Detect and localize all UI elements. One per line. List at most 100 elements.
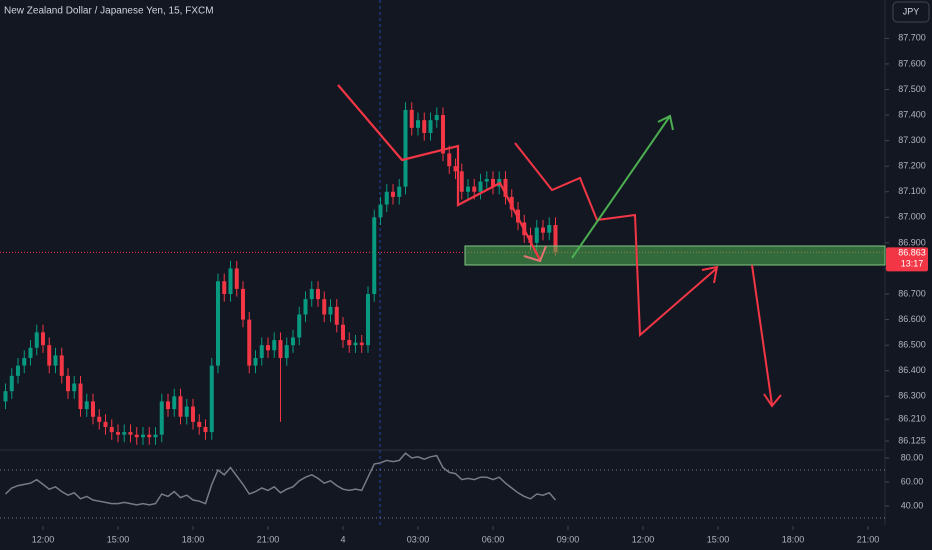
candle-body (359, 342, 364, 346)
countdown: 13:17 (901, 259, 924, 269)
candle-body (28, 347, 33, 358)
candle-body (159, 401, 164, 435)
candle-body (478, 181, 483, 192)
candle-body (116, 432, 120, 435)
currency-label[interactable]: JPY (903, 6, 920, 16)
candle-body (91, 401, 95, 417)
candle-body (241, 288, 245, 320)
x-tick-label: 15:00 (707, 534, 730, 544)
candle-body (259, 345, 264, 358)
candle-body (234, 268, 239, 289)
candle-body (53, 355, 58, 366)
candle-body (491, 178, 495, 187)
candle-body (216, 281, 220, 366)
candle-body (128, 432, 133, 435)
candle-body (547, 225, 552, 233)
candle-body (391, 191, 395, 197)
y-tick-label: 87.300 (898, 135, 926, 145)
y-tick-label: 87.000 (898, 212, 926, 222)
y-tick-label: 86.300 (898, 391, 926, 401)
last-price-box (886, 247, 928, 272)
candle-body (316, 288, 320, 300)
candle-body (472, 186, 477, 192)
candle-body (409, 109, 414, 128)
candle-body (59, 355, 64, 376)
candle-body (172, 396, 177, 410)
candle-body (47, 345, 52, 366)
candle-body (528, 235, 533, 243)
indicator-line (4, 452, 557, 506)
candle-body (253, 357, 258, 366)
y-tick-label: 86.125 (898, 435, 926, 445)
candle-body (503, 178, 508, 197)
candle-body (303, 299, 308, 315)
arrow-head (701, 265, 719, 284)
path-down (337, 84, 541, 261)
candle-body (228, 268, 233, 295)
candle-body (366, 294, 370, 346)
candle-body (97, 416, 102, 422)
arrow-head (523, 245, 547, 263)
candle-body (191, 406, 195, 422)
arrow-head (657, 114, 674, 131)
y-tick-label: 86.600 (898, 314, 926, 324)
candle-body (16, 365, 20, 376)
candle-body (284, 345, 289, 358)
candle-body (422, 120, 427, 133)
indicator (4, 452, 557, 506)
y-tick-label: 86.210 (898, 414, 926, 424)
candle-body (347, 340, 352, 346)
x-tick-label: 18:00 (782, 534, 805, 544)
candle-body (434, 115, 439, 121)
candle-body (197, 421, 202, 427)
candle-body (203, 426, 208, 433)
candle-body (403, 109, 408, 187)
candle-body (153, 434, 158, 438)
candle-body (416, 120, 420, 128)
candle-body (209, 365, 214, 433)
y-tick-label: 87.500 (898, 84, 926, 94)
chart-title: New Zealand Dollar / Japanese Yen, 15, F… (4, 6, 214, 17)
candle-body (322, 299, 327, 315)
candle-body (484, 178, 489, 182)
candle-body (353, 342, 358, 346)
candle-body (266, 345, 270, 351)
candle-body (9, 375, 14, 392)
y-tick-label: 87.600 (898, 58, 926, 68)
candle-body (22, 357, 27, 366)
x-tick-label: 21:00 (857, 534, 880, 544)
y-tick-label: 86.400 (898, 365, 926, 375)
zone (464, 245, 886, 266)
y-tick-label: 87.100 (898, 186, 926, 196)
x-tick-label: 15:00 (107, 534, 130, 544)
path-up (571, 115, 671, 259)
x-tick-label: 12:00 (632, 534, 655, 544)
x-tick-label: 09:00 (557, 534, 580, 544)
candle-body (384, 191, 389, 205)
x-tick-label: 06:00 (482, 534, 505, 544)
y-tick-label: 40.00 (901, 500, 924, 510)
candle-body (72, 383, 77, 392)
candle-body (141, 434, 145, 438)
candle-body (441, 115, 445, 154)
candle-body (278, 340, 283, 358)
last-price: 86.863 (898, 248, 926, 258)
arrow-head (763, 393, 782, 408)
x-tick-label: 18:00 (182, 534, 205, 544)
candle-body (428, 120, 433, 133)
currency-button[interactable] (892, 1, 930, 23)
candle-body (134, 434, 139, 438)
candle-body (334, 306, 339, 325)
candle-body (378, 204, 383, 218)
y-tick-label: 86.900 (898, 237, 926, 247)
candle-body (453, 166, 458, 172)
y-tick-label: 87.400 (898, 109, 926, 119)
candle-body (341, 324, 345, 341)
y-tick-label: 87.700 (898, 33, 926, 43)
x-tick-label: 21:00 (257, 534, 280, 544)
path-scenario (514, 142, 718, 338)
candle-body (372, 217, 377, 295)
candle-body (109, 426, 114, 433)
